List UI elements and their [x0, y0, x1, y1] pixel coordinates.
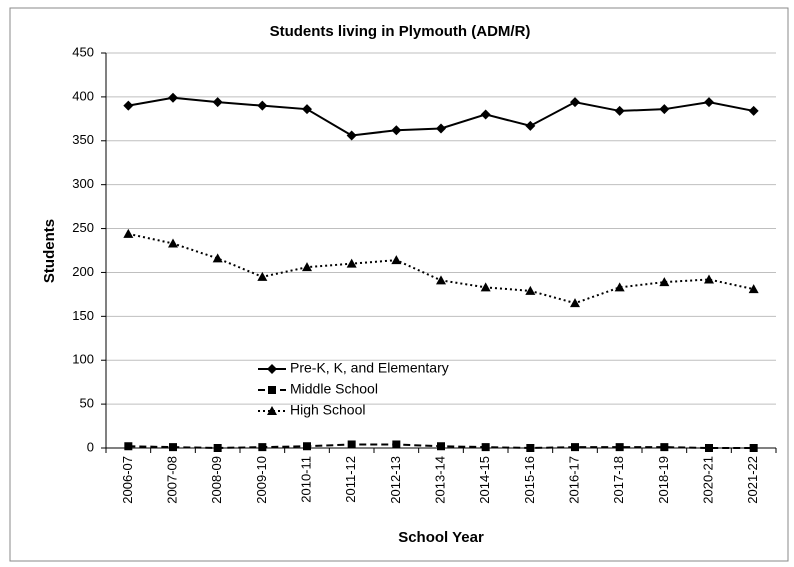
x-tick-label: 2017-18: [611, 456, 626, 504]
marker: [705, 444, 713, 452]
marker: [481, 443, 490, 452]
legend-label: Middle School: [290, 381, 378, 397]
marker: [169, 443, 177, 452]
marker: [570, 97, 580, 108]
marker: [302, 262, 312, 272]
marker: [257, 271, 268, 281]
x-axis-label: School Year: [398, 529, 484, 546]
marker: [257, 100, 268, 111]
legend-label: High School: [290, 402, 366, 418]
marker: [704, 274, 714, 284]
marker: [303, 442, 311, 451]
x-tick-label: 2011-12: [343, 456, 358, 503]
y-tick-label: 50: [80, 396, 94, 411]
marker: [124, 442, 133, 451]
marker: [391, 255, 402, 265]
chart-title: Students living in Plymouth (ADM/R): [270, 23, 531, 40]
marker: [480, 109, 491, 120]
y-tick-label: 300: [72, 176, 94, 191]
marker: [347, 440, 356, 449]
y-tick-label: 150: [72, 308, 94, 323]
x-tick-label: 2012-13: [388, 456, 403, 504]
marker: [391, 125, 402, 136]
marker: [526, 444, 535, 452]
marker: [212, 253, 223, 263]
marker: [748, 284, 759, 294]
x-tick-label: 2020-21: [700, 456, 715, 504]
marker: [480, 282, 491, 292]
x-tick-label: 2007-08: [164, 456, 179, 504]
y-axis-label: Students: [41, 219, 58, 283]
y-tick-label: 350: [72, 132, 94, 147]
marker: [346, 130, 357, 141]
x-tick-label: 2008-09: [209, 456, 224, 504]
x-tick-label: 2015-16: [522, 456, 537, 504]
y-tick-label: 450: [72, 44, 94, 59]
marker: [704, 97, 714, 108]
x-tick-label: 2021-22: [745, 456, 760, 504]
y-tick-label: 200: [72, 264, 94, 279]
marker: [436, 123, 446, 134]
marker: [212, 97, 223, 108]
marker: [168, 238, 178, 248]
marker: [571, 443, 579, 452]
legend-label: Pre-K, K, and Elementary: [290, 360, 449, 376]
x-tick-label: 2013-14: [432, 456, 447, 504]
x-tick-label: 2016-17: [566, 456, 581, 504]
x-tick-label: 2018-19: [656, 456, 671, 504]
legend-marker: [267, 364, 277, 374]
marker: [392, 440, 401, 449]
y-tick-label: 100: [72, 352, 94, 367]
marker: [525, 120, 536, 131]
chart-border: [9, 7, 789, 562]
x-tick-label: 2006-07: [120, 456, 135, 504]
marker: [659, 277, 670, 287]
marker: [123, 100, 134, 111]
marker: [346, 258, 357, 268]
marker: [749, 444, 758, 452]
marker: [525, 285, 536, 295]
marker: [168, 92, 178, 103]
marker: [614, 105, 625, 116]
legend-marker: [267, 406, 277, 415]
x-tick-label: 2009-10: [254, 456, 269, 504]
marker: [123, 228, 134, 238]
marker: [213, 444, 222, 452]
y-tick-label: 400: [72, 88, 94, 103]
marker: [615, 443, 624, 452]
marker: [660, 443, 669, 452]
y-tick-label: 250: [72, 220, 94, 235]
marker: [748, 105, 759, 116]
marker: [302, 104, 312, 115]
marker: [614, 282, 625, 292]
marker: [570, 298, 580, 308]
x-tick-label: 2014-15: [477, 456, 492, 504]
x-tick-label: 2010-11: [298, 456, 313, 503]
legend-marker: [268, 386, 276, 394]
marker: [437, 442, 445, 451]
marker: [436, 275, 446, 285]
marker: [659, 104, 670, 115]
marker: [258, 443, 267, 452]
y-tick-label: 0: [87, 439, 94, 454]
